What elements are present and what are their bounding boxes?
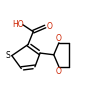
Text: S: S xyxy=(5,51,10,60)
Text: O: O xyxy=(56,67,62,76)
Text: O: O xyxy=(47,22,52,31)
Text: O: O xyxy=(56,34,62,43)
Text: HO: HO xyxy=(12,20,24,29)
